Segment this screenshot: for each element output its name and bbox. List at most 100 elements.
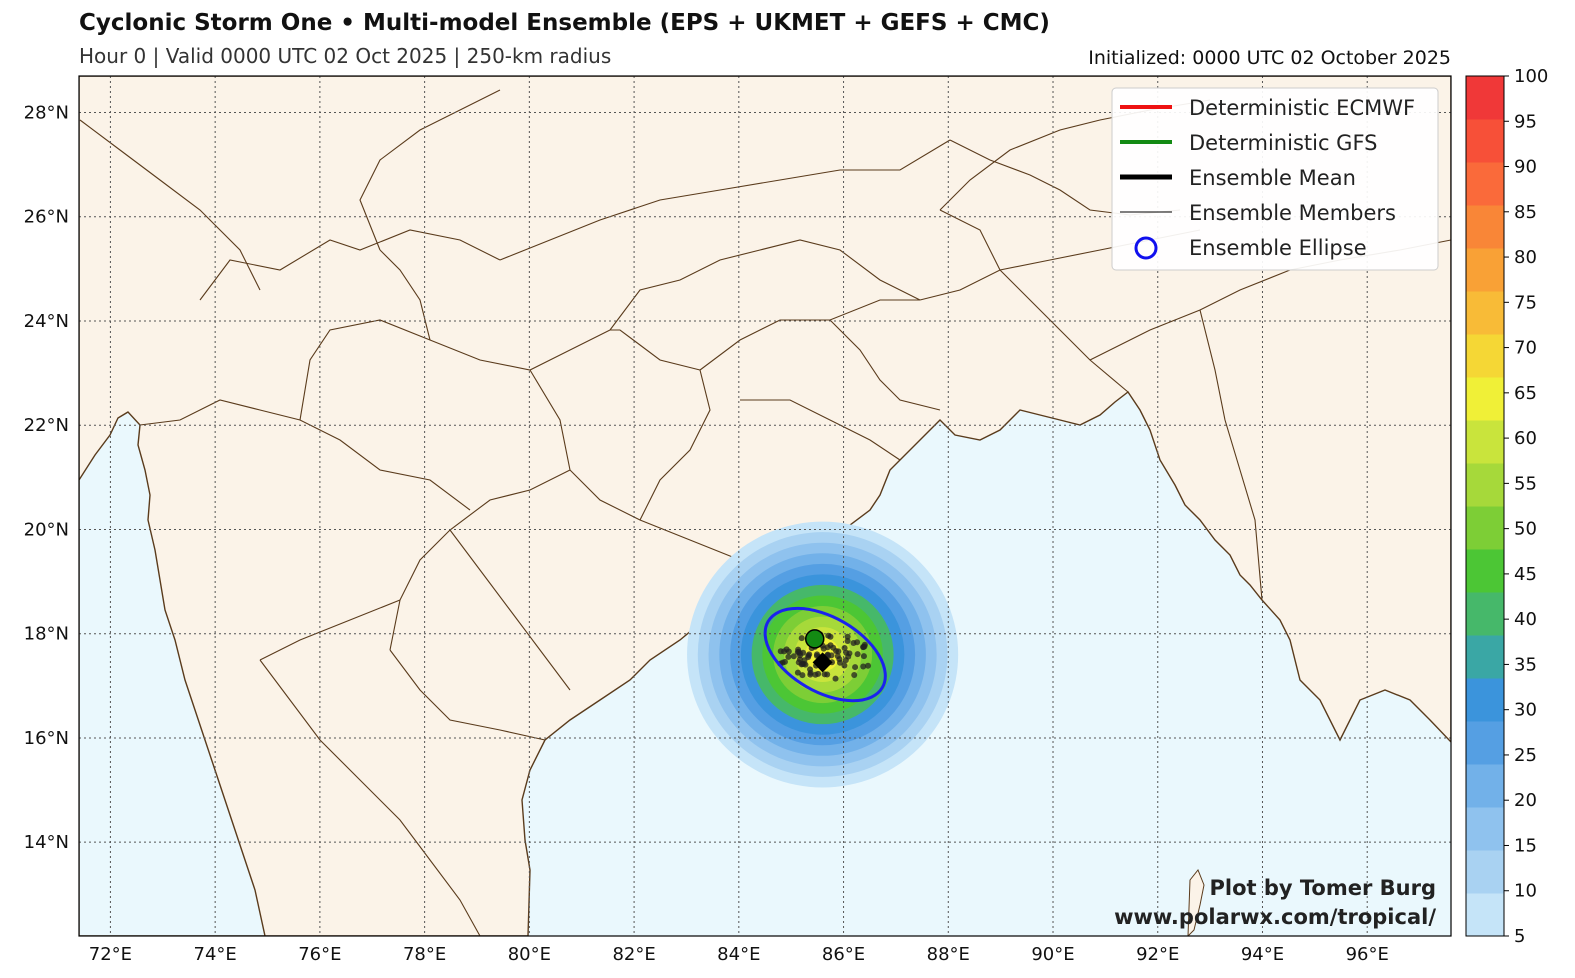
ensemble-member-point <box>821 671 828 678</box>
colorbar-segment <box>1466 506 1504 550</box>
colorbar-segment <box>1466 592 1504 636</box>
ensemble-member-point <box>807 671 814 678</box>
colorbar-tick-label: 25 <box>1514 745 1537 766</box>
ocean-arabian <box>79 411 266 936</box>
latitude-labels: 14°N 16°N 18°N 20°N 22°N 24°N 26°N 28°N <box>24 102 69 853</box>
ensemble-member-point <box>841 645 848 652</box>
state-borders <box>79 89 1451 936</box>
lon-tick-label: 86°E <box>822 944 865 965</box>
colorbar-segment <box>1466 205 1504 249</box>
ensemble-member-point <box>796 656 803 663</box>
colorbar-segment <box>1466 463 1504 507</box>
ensemble-member-point <box>844 633 851 640</box>
ensemble-member-point <box>851 671 858 678</box>
ensemble-member-point <box>832 675 839 682</box>
longitude-labels: 72°E 74°E 76°E 78°E 80°E 82°E 84°E 86°E 88°E 90°E… <box>89 944 1389 965</box>
ensemble-member-point <box>860 653 867 660</box>
colorbar-segment <box>1466 850 1504 894</box>
ensemble-member-point <box>852 664 859 671</box>
ensemble-member-point <box>865 662 872 669</box>
colorbar-tick-label: 95 <box>1514 111 1537 132</box>
colorbar-tick-label: 55 <box>1514 473 1537 494</box>
lat-tick-label: 22°N <box>24 415 69 436</box>
ensemble-member-point <box>807 666 814 673</box>
colorbar-tick-label: 70 <box>1514 338 1537 359</box>
ensemble-member-point <box>843 649 850 656</box>
colorbar-segment <box>1466 807 1504 851</box>
colorbar-segment <box>1466 119 1504 163</box>
ensemble-member-point <box>827 633 834 640</box>
colorbar-segment <box>1466 334 1504 378</box>
colorbar-segment <box>1466 635 1504 679</box>
credit-line2: www.polarwx.com/tropical/ <box>1114 905 1436 929</box>
legend-label: Ensemble Mean <box>1189 166 1356 190</box>
ensemble-member-point <box>834 653 841 660</box>
lon-tick-label: 92°E <box>1136 944 1179 965</box>
colorbar-tick-label: 60 <box>1514 428 1537 449</box>
colorbar-segment <box>1466 162 1504 206</box>
lon-tick-label: 72°E <box>89 944 132 965</box>
gridlines <box>79 76 1451 936</box>
lon-tick-label: 90°E <box>1031 944 1074 965</box>
legend-label: Ensemble Members <box>1189 201 1396 225</box>
ensemble-member-point <box>841 662 848 669</box>
legend-label: Ensemble Ellipse <box>1189 236 1367 260</box>
ensemble-member-point <box>860 663 867 670</box>
colorbar-segment <box>1466 248 1504 292</box>
legend-label: Deterministic GFS <box>1189 131 1378 155</box>
legend-ellipse-icon <box>1134 236 1158 260</box>
ensemble-member-point <box>777 648 784 655</box>
colorbar-tick-label: 75 <box>1514 292 1537 313</box>
lon-tick-label: 80°E <box>508 944 551 965</box>
lon-tick-label: 74°E <box>194 944 237 965</box>
ensemble-member-point <box>790 653 797 660</box>
ensemble-member-point <box>815 670 822 677</box>
colorbar-tick-label: 35 <box>1514 654 1537 675</box>
legend-label: Deterministic ECMWF <box>1189 96 1415 120</box>
colorbar-tick-label: 15 <box>1514 835 1537 856</box>
colorbar-segment <box>1466 721 1504 765</box>
lon-tick-label: 84°E <box>717 944 760 965</box>
colorbar-segment <box>1466 764 1504 808</box>
lon-tick-label: 88°E <box>927 944 970 965</box>
lon-tick-label: 96°E <box>1346 944 1389 965</box>
ensemble-member-point <box>830 644 837 651</box>
colorbar-tick-label: 90 <box>1514 157 1537 178</box>
lat-tick-label: 24°N <box>24 311 69 332</box>
lat-tick-label: 28°N <box>24 102 69 123</box>
colorbar-tick-label: 5 <box>1514 926 1525 947</box>
ensemble-mean-marker <box>812 652 833 673</box>
colorbar-tick-label: 45 <box>1514 564 1537 585</box>
colorbar-tick-label: 85 <box>1514 202 1537 223</box>
colorbar-tick-label: 100 <box>1514 66 1548 87</box>
lon-tick-label: 82°E <box>612 944 655 965</box>
ensemble-member-point <box>794 669 801 676</box>
ensemble-member-point <box>854 639 861 646</box>
colorbar-segment <box>1466 420 1504 464</box>
ensemble-member-point <box>836 659 843 666</box>
ensemble-member-point <box>814 651 821 658</box>
ensemble-member-point <box>805 652 812 659</box>
ensemble-member-point <box>798 635 805 642</box>
initialized-time: Initialized: 0000 UTC 02 October 2025 <box>1088 47 1451 69</box>
colorbar: 5 10 15 20 25 30 35 40 45 50 55 60 65 70 75 80 85 90 95 100 <box>1465 66 1548 947</box>
lat-tick-label: 26°N <box>24 207 69 228</box>
chart-title: Cyclonic Storm One • Multi-model Ensembl… <box>79 10 1050 36</box>
colorbar-tick-label: 80 <box>1514 247 1537 268</box>
ensemble-member-point <box>824 644 831 651</box>
lat-tick-label: 14°N <box>24 832 69 853</box>
land-india <box>79 76 1451 936</box>
colorbar-tick-label: 20 <box>1514 790 1537 811</box>
credit-line1: Plot by Tomer Burg <box>1210 876 1437 900</box>
colorbar-segment <box>1466 377 1504 421</box>
colorbar-segment <box>1466 549 1504 593</box>
lat-tick-label: 18°N <box>24 624 69 645</box>
lon-tick-label: 76°E <box>298 944 341 965</box>
chart-subtitle: Hour 0 | Valid 0000 UTC 02 Oct 2025 | 25… <box>79 44 612 68</box>
legend-box <box>1111 87 1439 271</box>
gfs-position-marker <box>804 629 825 649</box>
ensemble-member-point <box>785 653 792 660</box>
colorbar-segment <box>1466 76 1504 120</box>
ensemble-member-point <box>785 648 792 655</box>
